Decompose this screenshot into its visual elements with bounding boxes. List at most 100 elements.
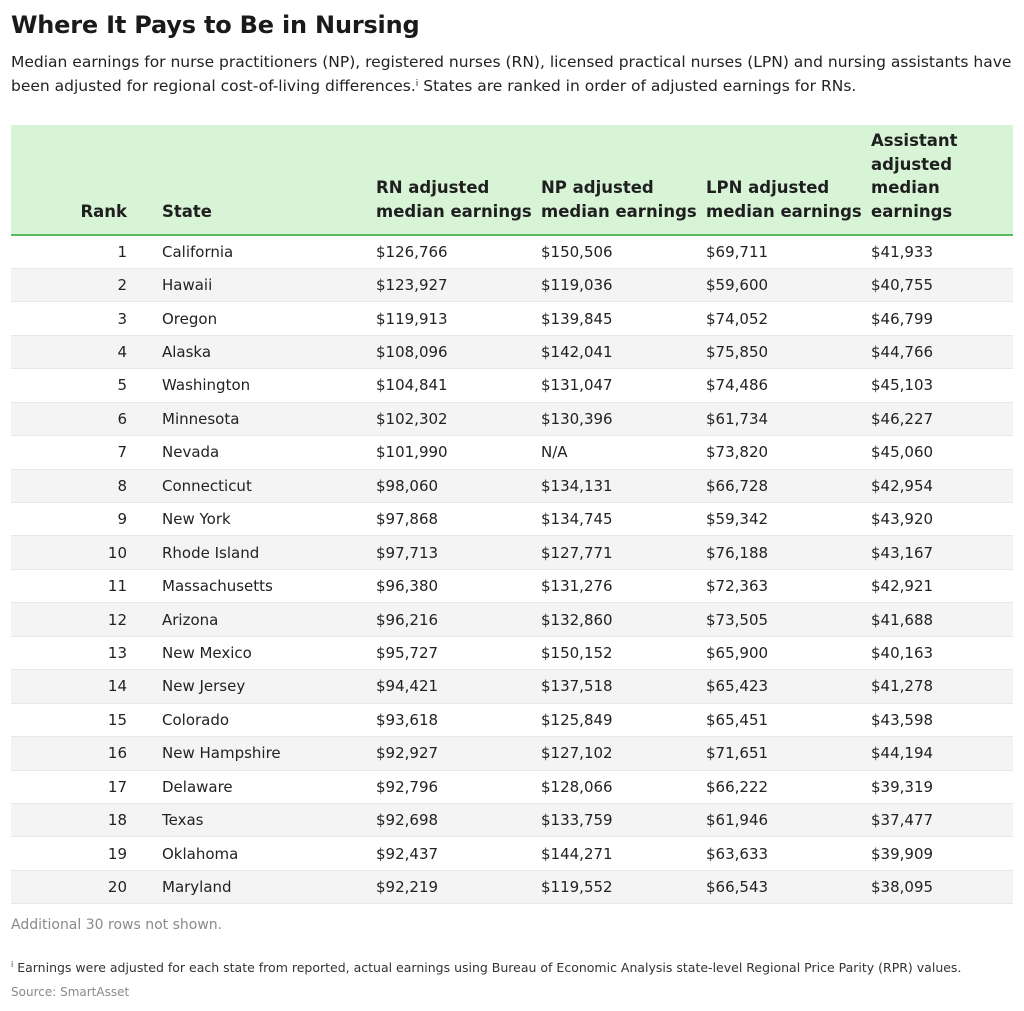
- lpn-earnings-cell: $66,728: [706, 469, 871, 504]
- table-row: 7 Nevada $101,990 N/A $73,820 $45,060: [11, 435, 1013, 470]
- np-earnings-cell: $144,271: [541, 836, 706, 871]
- rank-cell: 10: [11, 535, 162, 570]
- np-earnings-cell: $150,506: [541, 235, 706, 269]
- state-cell: Hawaii: [162, 268, 376, 303]
- source-credit: Source: SmartAsset: [11, 985, 130, 999]
- state-cell: Minnesota: [162, 402, 376, 437]
- rank-cell: 7: [11, 435, 162, 470]
- assistant-earnings-cell: $40,163: [871, 636, 1013, 671]
- np-earnings-cell: $132,860: [541, 602, 706, 637]
- rn-earnings-cell: $102,302: [376, 402, 541, 437]
- np-earnings-cell: $131,276: [541, 569, 706, 604]
- np-earnings-cell: $133,759: [541, 803, 706, 838]
- rank-cell: 13: [11, 636, 162, 671]
- table-row: 16 New Hampshire $92,927 $127,102 $71,651 $44…: [11, 736, 1013, 771]
- rn-earnings-cell: $92,927: [376, 736, 541, 771]
- rank-cell: 3: [11, 301, 162, 336]
- table-row: 4 Alaska $108,096 $142,041 $75,850 $44,766: [11, 335, 1013, 370]
- state-cell: Maryland: [162, 870, 376, 905]
- state-cell: Washington: [162, 368, 376, 403]
- lpn-earnings-cell: $69,711: [706, 235, 871, 269]
- table-row: 17 Delaware $92,796 $128,066 $66,222 $39,319: [11, 770, 1013, 804]
- assistant-earnings-cell: $43,598: [871, 703, 1013, 738]
- lpn-earnings-cell: $63,633: [706, 836, 871, 871]
- column-header-state[interactable]: State: [162, 125, 376, 236]
- rank-cell: 14: [11, 669, 162, 704]
- np-earnings-cell: $137,518: [541, 669, 706, 704]
- assistant-earnings-cell: $43,167: [871, 535, 1013, 570]
- table-row: 5 Washington $104,841 $131,047 $74,486 $45,10…: [11, 368, 1013, 403]
- table-row: 8 Connecticut $98,060 $134,131 $66,728 $42,95…: [11, 469, 1013, 504]
- column-header-np[interactable]: NP adjusted median earnings: [541, 125, 706, 236]
- lpn-earnings-cell: $59,342: [706, 502, 871, 537]
- lpn-earnings-cell: $74,486: [706, 368, 871, 403]
- table-body: 1 California $126,766 $150,506 $69,711 $41,93…: [11, 235, 1013, 905]
- table-header-row: Rank State RN adjusted median earnings N…: [11, 125, 1013, 236]
- np-earnings-cell: $150,152: [541, 636, 706, 671]
- rank-cell: 16: [11, 736, 162, 771]
- state-cell: Connecticut: [162, 469, 376, 504]
- np-earnings-cell: $119,036: [541, 268, 706, 303]
- column-header-rn[interactable]: RN adjusted median earnings: [376, 125, 541, 236]
- assistant-earnings-cell: $41,688: [871, 602, 1013, 637]
- np-earnings-cell: $142,041: [541, 335, 706, 370]
- assistant-earnings-cell: $39,909: [871, 836, 1013, 871]
- lpn-earnings-cell: $61,946: [706, 803, 871, 838]
- rank-cell: 8: [11, 469, 162, 504]
- assistant-earnings-cell: $43,920: [871, 502, 1013, 537]
- state-cell: Texas: [162, 803, 376, 838]
- chart-subtitle: Median earnings for nurse practitioners …: [11, 50, 1016, 98]
- lpn-earnings-cell: $73,505: [706, 602, 871, 637]
- np-earnings-cell: $125,849: [541, 703, 706, 738]
- assistant-earnings-cell: $41,933: [871, 235, 1013, 269]
- state-cell: Alaska: [162, 335, 376, 370]
- rn-earnings-cell: $101,990: [376, 435, 541, 470]
- rank-cell: 19: [11, 836, 162, 871]
- np-earnings-cell: $119,552: [541, 870, 706, 905]
- rn-earnings-cell: $108,096: [376, 335, 541, 370]
- chart-title: Where It Pays to Be in Nursing: [11, 11, 420, 39]
- rn-earnings-cell: $95,727: [376, 636, 541, 671]
- column-header-assistant[interactable]: Assistant adjusted median earnings: [871, 125, 1013, 236]
- table-row: 10 Rhode Island $97,713 $127,771 $76,188 $43,…: [11, 535, 1013, 570]
- rn-earnings-cell: $126,766: [376, 235, 541, 269]
- table-row: 13 New Mexico $95,727 $150,152 $65,900 $40,16…: [11, 636, 1013, 671]
- rn-earnings-cell: $97,713: [376, 535, 541, 570]
- rn-earnings-cell: $98,060: [376, 469, 541, 504]
- table-row: 1 California $126,766 $150,506 $69,711 $41,93…: [11, 235, 1013, 269]
- rank-cell: 1: [11, 235, 162, 269]
- assistant-earnings-cell: $41,278: [871, 669, 1013, 704]
- lpn-earnings-cell: $72,363: [706, 569, 871, 604]
- assistant-earnings-cell: $37,477: [871, 803, 1013, 838]
- lpn-earnings-cell: $65,451: [706, 703, 871, 738]
- state-cell: New York: [162, 502, 376, 537]
- rank-cell: 6: [11, 402, 162, 437]
- table-row: 11 Massachusetts $96,380 $131,276 $72,363 $42…: [11, 569, 1013, 604]
- lpn-earnings-cell: $65,423: [706, 669, 871, 704]
- lpn-earnings-cell: $74,052: [706, 301, 871, 336]
- state-cell: Colorado: [162, 703, 376, 738]
- lpn-earnings-cell: $75,850: [706, 335, 871, 370]
- table-row: 2 Hawaii $123,927 $119,036 $59,600 $40,755: [11, 268, 1013, 303]
- rn-earnings-cell: $94,421: [376, 669, 541, 704]
- column-header-rank[interactable]: Rank: [11, 125, 162, 236]
- rn-earnings-cell: $123,927: [376, 268, 541, 303]
- rank-cell: 5: [11, 368, 162, 403]
- state-cell: Delaware: [162, 770, 376, 804]
- state-cell: New Mexico: [162, 636, 376, 671]
- column-header-lpn[interactable]: LPN adjusted median earnings: [706, 125, 871, 236]
- np-earnings-cell: $139,845: [541, 301, 706, 336]
- rn-earnings-cell: $119,913: [376, 301, 541, 336]
- state-cell: Oregon: [162, 301, 376, 336]
- state-cell: Oklahoma: [162, 836, 376, 871]
- assistant-earnings-cell: $39,319: [871, 770, 1013, 804]
- state-cell: Rhode Island: [162, 535, 376, 570]
- table-row: 19 Oklahoma $92,437 $144,271 $63,633 $39,909: [11, 836, 1013, 871]
- lpn-earnings-cell: $76,188: [706, 535, 871, 570]
- rank-cell: 12: [11, 602, 162, 637]
- assistant-earnings-cell: $42,954: [871, 469, 1013, 504]
- np-earnings-cell: $131,047: [541, 368, 706, 403]
- rank-cell: 15: [11, 703, 162, 738]
- np-earnings-cell: $134,131: [541, 469, 706, 504]
